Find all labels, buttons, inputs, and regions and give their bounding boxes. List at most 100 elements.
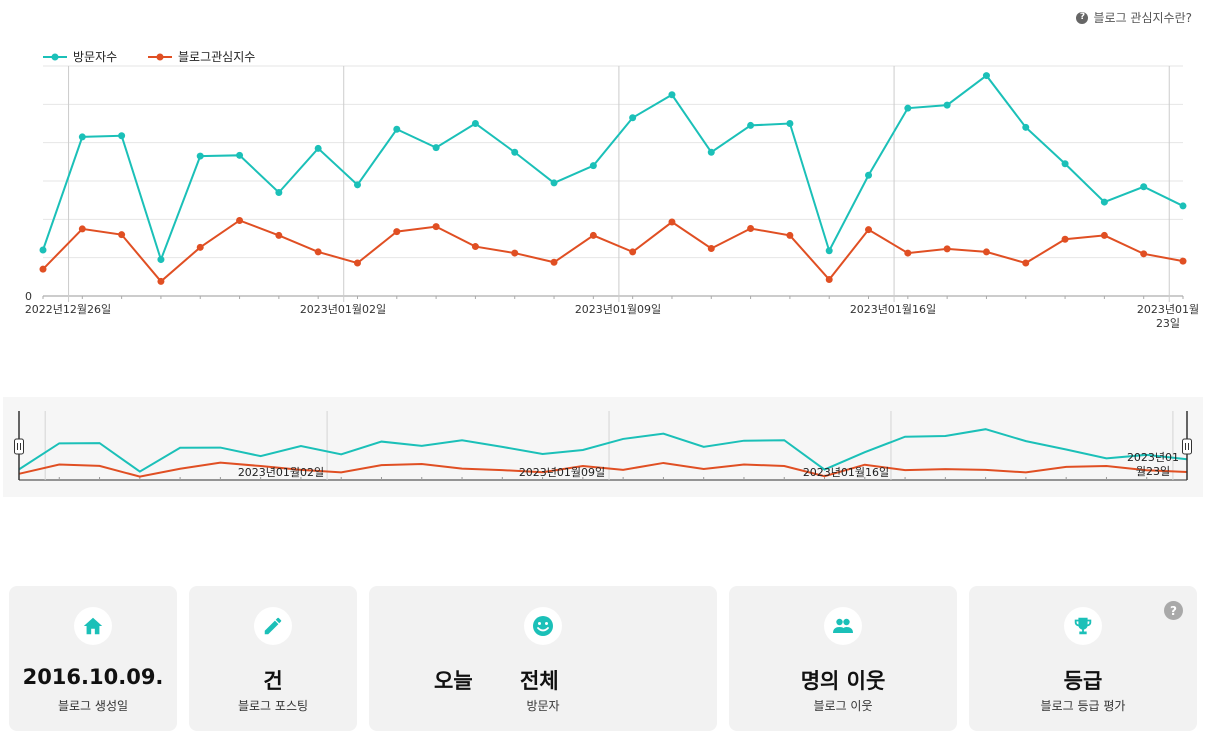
data-point xyxy=(1061,160,1069,168)
blog-posts-card: 건 블로그 포스팅 xyxy=(189,586,357,731)
series-line-interest xyxy=(42,219,1184,283)
neighbors-count: 명의 이웃 xyxy=(800,669,886,693)
data-point xyxy=(825,247,833,255)
data-point xyxy=(432,223,440,231)
data-point xyxy=(353,259,361,267)
series-line-visitors xyxy=(42,74,1184,263)
legend-marker xyxy=(51,53,59,61)
home-icon xyxy=(74,607,112,645)
data-point xyxy=(1022,259,1030,267)
pencil-icon xyxy=(254,607,292,645)
data-point xyxy=(707,244,715,252)
data-point xyxy=(39,246,47,254)
x-tick-label: 2022년12월26일 xyxy=(25,302,111,316)
data-point xyxy=(1100,231,1108,239)
data-point xyxy=(589,231,597,239)
blog-created-date: 2016.10.09. xyxy=(22,665,164,689)
legend-label: 블로그관심지수 xyxy=(178,50,255,64)
navigator-panel[interactable]: 2023년01월02일 2023년01월09일 2023년01월16일 2023년01… xyxy=(3,397,1203,497)
stats-cards: 2016.10.09. 블로그 생성일 건 블로그 포스팅 오늘 전체 방문자 … xyxy=(9,586,1197,731)
data-point xyxy=(314,248,322,256)
blog-created-card: 2016.10.09. 블로그 생성일 xyxy=(9,586,177,731)
data-point xyxy=(1100,198,1108,206)
data-point xyxy=(471,243,479,251)
y-tick-label: 0 xyxy=(25,290,32,303)
data-point xyxy=(511,148,519,156)
interest-help-label: 블로그 관심지수란? xyxy=(1093,11,1192,25)
data-point xyxy=(904,249,912,257)
navigator-tick-label: 2023년01 월23일 xyxy=(1127,451,1179,478)
data-point xyxy=(471,120,479,127)
grade-help-icon[interactable]: ? xyxy=(1164,601,1183,620)
data-point xyxy=(275,231,283,239)
data-point xyxy=(78,225,86,233)
data-point xyxy=(432,144,440,152)
navigator-handle-grip xyxy=(14,438,24,455)
data-point xyxy=(1140,250,1148,258)
navigator-chart[interactable]: 2023년01월02일 2023년01월09일 2023년01월16일 2023년01… xyxy=(3,397,1203,497)
navigator-right-handle[interactable] xyxy=(1182,411,1192,480)
data-point xyxy=(943,245,951,253)
visitors-total: 전체 xyxy=(520,669,559,693)
data-point xyxy=(982,248,990,256)
visitors-today: 오늘 xyxy=(434,669,473,693)
x-tick-label: 2023년01월 23일 xyxy=(1137,303,1199,330)
x-tick-label: 2023년01월16일 xyxy=(850,302,936,316)
data-point xyxy=(865,226,873,234)
data-point xyxy=(393,228,401,236)
data-point xyxy=(982,72,990,80)
navigator-tick-label: 2023년01월02일 xyxy=(238,465,324,479)
data-point xyxy=(393,125,401,133)
data-point xyxy=(196,152,204,160)
data-point xyxy=(786,120,794,127)
neighbors-card: 명의 이웃 블로그 이웃 xyxy=(729,586,957,731)
data-point xyxy=(943,101,951,109)
x-tick-label: 2023년01월02일 xyxy=(300,302,386,316)
legend-marker xyxy=(156,53,164,61)
data-point xyxy=(707,148,715,156)
navigator-handle-grip xyxy=(1182,438,1192,455)
visitors-label: 방문자 xyxy=(526,699,560,713)
data-point xyxy=(629,114,637,122)
navigator-series-line xyxy=(18,428,1188,473)
people-icon xyxy=(824,607,862,645)
navigator-tick-label: 2023년01월09일 xyxy=(519,465,605,479)
neighbors-label: 블로그 이웃 xyxy=(813,699,873,713)
legend-label: 방문자수 xyxy=(73,50,117,64)
grade-card: ? 등급 블로그 등급 평가 xyxy=(969,586,1197,731)
data-point xyxy=(550,258,558,266)
data-point xyxy=(78,133,86,141)
blog-posts-label: 블로그 포스팅 xyxy=(237,699,309,713)
navigator-left-handle[interactable] xyxy=(14,411,24,480)
data-point xyxy=(668,91,676,99)
data-point xyxy=(236,216,244,224)
data-point xyxy=(157,277,165,285)
data-point xyxy=(118,132,126,140)
data-point xyxy=(550,179,558,187)
data-point xyxy=(157,256,165,264)
data-point xyxy=(511,249,519,257)
blog-created-label: 블로그 생성일 xyxy=(57,699,129,713)
data-point xyxy=(353,181,361,189)
data-point xyxy=(786,231,794,239)
blog-posts-count: 건 xyxy=(263,669,283,693)
data-point xyxy=(1061,235,1069,243)
data-point xyxy=(196,243,204,251)
data-point xyxy=(1179,257,1187,265)
interest-help-link[interactable]: ? 블로그 관심지수란? xyxy=(1076,9,1192,26)
data-point xyxy=(747,121,755,129)
data-point xyxy=(314,144,322,152)
data-point xyxy=(668,218,676,226)
navigator-series-line xyxy=(18,461,1188,478)
navigator-tick-label: 2023년01월16일 xyxy=(803,465,889,479)
data-point xyxy=(236,151,244,159)
visitors-card: 오늘 전체 방문자 xyxy=(369,586,717,731)
grade-value: 등급 xyxy=(1063,669,1103,693)
smile-icon xyxy=(524,607,562,645)
data-point xyxy=(118,231,126,239)
data-point xyxy=(1179,202,1187,210)
data-point xyxy=(589,162,597,170)
x-tick-label: 2023년01월09일 xyxy=(575,302,661,316)
data-point xyxy=(275,189,283,196)
